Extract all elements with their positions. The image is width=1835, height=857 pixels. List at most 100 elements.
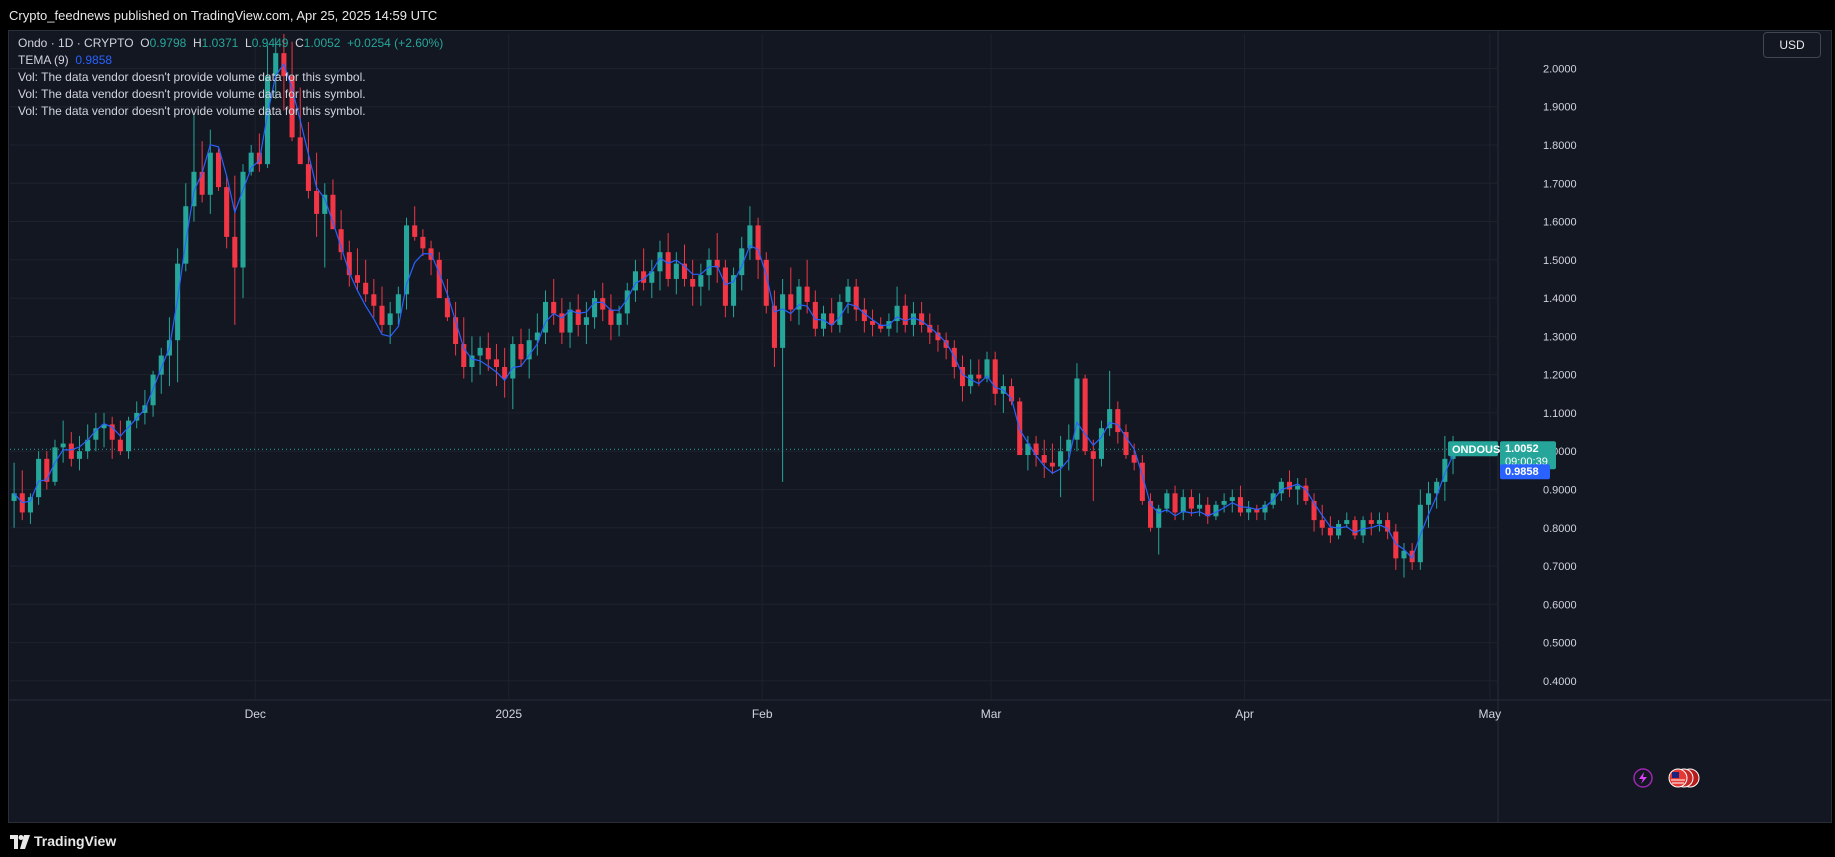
candle xyxy=(976,359,982,387)
candle-body xyxy=(559,313,565,333)
candle-body xyxy=(1090,451,1096,459)
candle-body xyxy=(109,424,115,440)
y-tick-label: 1.5000 xyxy=(1543,255,1577,267)
candle xyxy=(1107,370,1113,436)
candle-body xyxy=(1311,500,1317,521)
candle-body xyxy=(1041,455,1047,463)
candle xyxy=(608,294,614,341)
symbol-info[interactable]: Ondo · 1D · CRYPTO xyxy=(18,36,134,50)
candle xyxy=(616,305,622,337)
candle-body xyxy=(763,259,769,306)
candle xyxy=(1000,374,1006,413)
candle-body xyxy=(592,298,598,318)
candle xyxy=(420,229,426,256)
candle xyxy=(36,451,42,505)
tema-line xyxy=(13,62,1454,560)
candle-body xyxy=(1434,481,1440,494)
candle-body xyxy=(265,76,271,165)
volume-note[interactable]: Vol: The data vendor doesn't provide vol… xyxy=(18,87,366,101)
candle xyxy=(371,278,377,318)
candle xyxy=(1180,489,1186,521)
candle xyxy=(1205,497,1211,524)
candle xyxy=(1090,439,1096,501)
volume-note[interactable]: Vol: The data vendor doesn't provide vol… xyxy=(18,104,366,118)
candle xyxy=(1041,439,1047,478)
candle-body xyxy=(1009,386,1015,402)
tema-row[interactable]: TEMA (9) 0.9858 xyxy=(18,52,443,69)
candle xyxy=(1074,363,1080,452)
candle-body xyxy=(870,321,876,325)
candle-body xyxy=(60,443,66,448)
high-value: 1.0371 xyxy=(201,36,239,50)
candle xyxy=(722,259,728,318)
candle xyxy=(510,336,516,410)
volume-note[interactable]: Vol: The data vendor doesn't provide vol… xyxy=(18,70,366,84)
candle xyxy=(1213,500,1219,521)
currency-button[interactable]: USD xyxy=(1763,32,1821,58)
tradingview-logo-icon xyxy=(10,835,30,849)
candle-body xyxy=(1025,443,1031,456)
publisher-bar: Crypto_feednews published on TradingView… xyxy=(0,0,1835,30)
price-chart[interactable]: 2.0000 1.9000 1.8000 1.7000 1.6000 1.5000 1.40… xyxy=(8,30,1832,823)
candle-body xyxy=(1295,485,1301,490)
candle xyxy=(265,45,271,168)
y-tick-label: 0.7000 xyxy=(1543,561,1577,573)
lightning-event-icon[interactable] xyxy=(1633,768,1653,788)
candle xyxy=(984,351,990,383)
candle-body xyxy=(984,359,990,379)
candle-body xyxy=(1074,378,1080,440)
candle xyxy=(1025,435,1031,471)
candle xyxy=(27,493,33,524)
candle-body xyxy=(796,286,802,310)
candle-body xyxy=(158,355,164,375)
candle-body xyxy=(1327,527,1333,536)
candle xyxy=(158,347,164,394)
candle xyxy=(436,252,442,299)
candle-body xyxy=(346,252,352,276)
candle-body xyxy=(273,53,279,77)
candle-body xyxy=(1254,508,1260,513)
candle xyxy=(731,267,737,318)
candle-body xyxy=(1221,500,1227,505)
candle xyxy=(583,301,589,345)
candle-body xyxy=(551,301,557,314)
candle-body xyxy=(927,324,933,333)
tema-tag-value: 0.9858 xyxy=(1505,466,1539,478)
candle-body xyxy=(567,309,573,333)
candle-body xyxy=(1098,428,1105,459)
candle-body xyxy=(1033,443,1039,456)
candle-body xyxy=(1082,378,1088,452)
candle-body xyxy=(76,451,83,459)
candle xyxy=(224,175,230,249)
candle xyxy=(698,263,704,306)
open-value: 0.9798 xyxy=(149,36,187,50)
candle-body xyxy=(641,271,647,283)
change-value: +0.0254 (+2.60%) xyxy=(347,36,444,50)
candle-body xyxy=(820,313,827,329)
candle xyxy=(215,148,222,191)
candle xyxy=(485,332,491,371)
candle xyxy=(387,301,393,345)
candle xyxy=(232,175,238,325)
candle-body xyxy=(363,282,369,295)
us-flag-event-icon[interactable] xyxy=(1668,768,1700,788)
candle xyxy=(207,129,213,214)
candle-body xyxy=(829,313,835,325)
y-tick-label: 0.9000 xyxy=(1543,484,1577,496)
low-value: 0.9449 xyxy=(251,36,289,50)
candle-body xyxy=(453,317,459,345)
candle-body xyxy=(461,344,467,367)
candle-body xyxy=(583,317,589,325)
y-tick-label: 1.9000 xyxy=(1543,102,1577,114)
candle xyxy=(85,424,91,459)
candle xyxy=(19,470,25,521)
candle-body xyxy=(632,271,638,291)
y-tick-label: 1.1000 xyxy=(1543,408,1577,420)
candle-body xyxy=(477,347,483,356)
candle xyxy=(1425,481,1432,528)
candle xyxy=(927,313,933,345)
tradingview-brand[interactable]: TradingView xyxy=(10,833,116,849)
candle-body xyxy=(444,298,450,318)
candle xyxy=(861,298,867,333)
candle xyxy=(403,217,410,310)
